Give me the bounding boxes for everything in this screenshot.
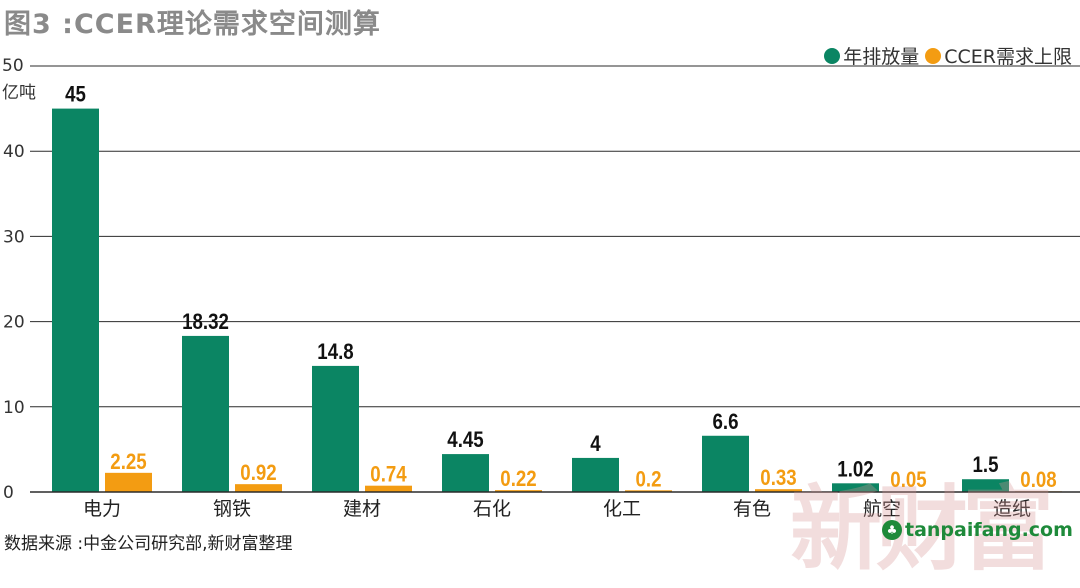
legend-item-ccer: CCER需求上限: [925, 42, 1072, 69]
bar-emissions: [572, 457, 619, 492]
data-label-emissions: 4: [590, 433, 601, 457]
legend-swatch-ccer: [925, 47, 942, 64]
data-label-emissions: 14.8: [317, 341, 353, 365]
y-tick-label: 10: [3, 398, 25, 418]
legend-item-emissions: 年排放量: [824, 42, 919, 69]
watermark-site: ♣ tanpaifang.com: [882, 519, 1073, 541]
y-axis-unit: 亿吨: [2, 83, 36, 103]
data-label-emissions: 1.5: [973, 454, 999, 478]
x-tick-label: 有色: [733, 498, 771, 520]
legend-label-ccer: CCER需求上限: [944, 46, 1072, 68]
x-tick-label: 化工: [603, 498, 641, 520]
x-tick-label: 造纸: [993, 498, 1031, 520]
x-tick-label: 电力: [83, 498, 121, 520]
bar-ccer: [755, 489, 802, 492]
bar-emissions: [832, 483, 879, 492]
leaf-icon: ♣: [882, 520, 902, 540]
data-label-ccer: 0.74: [370, 463, 407, 487]
x-tick-label: 建材: [343, 498, 381, 520]
data-label-ccer: 0.33: [760, 467, 796, 491]
legend-label-emissions: 年排放量: [843, 46, 920, 68]
data-label-ccer: 0.08: [1020, 469, 1056, 493]
bar-ccer: [365, 485, 412, 492]
data-label-ccer: 0.05: [890, 469, 926, 493]
bar-ccer: [105, 472, 152, 492]
bar-emissions: [702, 435, 749, 492]
data-label-emissions: 18.32: [182, 311, 229, 335]
x-tick-label: 航空: [863, 498, 901, 520]
legend: 年排放量 CCER需求上限: [824, 42, 1072, 69]
bar-emissions: [182, 335, 229, 492]
y-tick-label: 0: [3, 483, 14, 503]
y-tick-label: 40: [3, 142, 25, 162]
data-label-emissions: 6.6: [713, 410, 739, 434]
data-label-ccer: 0.92: [240, 462, 276, 486]
bar-emissions: [312, 365, 359, 492]
data-label-ccer: 0.22: [500, 468, 536, 492]
data-label-emissions: 1.02: [837, 458, 873, 482]
bar-emissions: [962, 479, 1009, 492]
bar-ccer: [625, 490, 672, 492]
legend-swatch-emissions: [824, 47, 841, 64]
x-tick-label: 石化: [473, 498, 511, 520]
data-label-emissions: 4.45: [447, 429, 483, 453]
y-tick-label: 20: [3, 313, 25, 333]
bar-emissions: [442, 454, 489, 492]
x-tick-label: 钢铁: [213, 498, 251, 520]
data-label-emissions: 45: [65, 83, 86, 107]
bar-ccer: [235, 484, 282, 492]
bar-emissions: [52, 108, 99, 492]
chart-title: 图3 :CCER理论需求空间测算: [4, 9, 381, 40]
y-tick-label: 30: [3, 227, 25, 247]
watermark-site-label: tanpaifang.com: [905, 519, 1073, 541]
bar-chart: 0 10 20 30 40 45 2.25 电力 18.32 0.92 钢铁 14.8 0.74 建材 4.…: [3, 65, 1080, 520]
bar-ccer: [495, 490, 542, 492]
source-note: 数据来源 :中金公司研究部,新财富整理: [4, 534, 293, 554]
y-tick-top: 50: [2, 56, 24, 76]
data-label-ccer: 0.2: [636, 468, 662, 492]
data-label-ccer: 2.25: [110, 451, 146, 475]
